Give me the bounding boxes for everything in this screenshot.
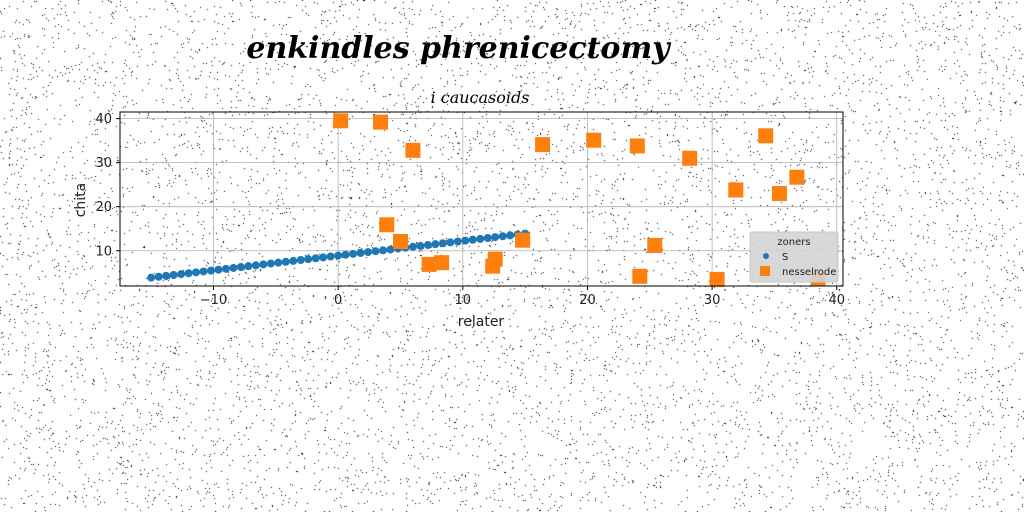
- data-point-s: [162, 271, 171, 280]
- data-point-s: [334, 251, 343, 260]
- x-tick-label: 40: [828, 293, 845, 308]
- data-point-s: [266, 259, 275, 268]
- data-point-s: [491, 233, 500, 242]
- data-point-nesselrode: [373, 114, 389, 130]
- y-tick-label: 30: [95, 156, 112, 171]
- data-point-nesselrode: [758, 128, 774, 144]
- legend-label-s: S: [782, 252, 788, 263]
- data-point-nesselrode: [682, 150, 698, 166]
- data-point-s: [468, 235, 477, 244]
- plot-area: −10 0 10 20 30 40 10 20 30 40: [95, 111, 845, 308]
- data-point-s: [251, 261, 260, 270]
- data-point-s: [281, 257, 290, 266]
- plot-frame: [119, 111, 844, 287]
- data-point-nesselrode: [535, 137, 551, 153]
- data-point-s: [386, 245, 395, 254]
- data-point-s: [206, 266, 215, 275]
- data-point-s: [483, 233, 492, 242]
- data-point-nesselrode: [487, 251, 503, 267]
- data-point-s: [326, 252, 335, 261]
- x-axis: −10 0 10 20 30 40: [200, 286, 845, 308]
- data-point-nesselrode: [771, 185, 787, 201]
- data-point-s: [446, 238, 455, 247]
- data-point-nesselrode: [647, 237, 663, 253]
- data-point-s: [431, 240, 440, 249]
- data-point-s: [364, 248, 373, 257]
- data-point-s: [221, 264, 230, 273]
- x-axis-label: relater: [458, 314, 505, 330]
- data-point-nesselrode: [421, 256, 437, 272]
- data-point-s: [371, 247, 380, 256]
- data-point-s: [341, 250, 350, 259]
- legend-title: zoners: [777, 237, 810, 248]
- data-point-s: [147, 273, 156, 282]
- x-tick-label: 10: [455, 293, 472, 308]
- legend: zoners S nesselrode: [749, 231, 839, 283]
- x-tick-label: −10: [200, 293, 227, 308]
- data-point-s: [476, 234, 485, 243]
- data-point-s: [199, 267, 208, 276]
- x-tick-label: 0: [334, 293, 342, 308]
- plot-background: [120, 112, 843, 286]
- x-tick-label: 30: [704, 293, 721, 308]
- data-point-s: [506, 231, 515, 240]
- data-point-s: [356, 248, 365, 257]
- data-point-s: [498, 232, 507, 241]
- data-point-s: [408, 242, 417, 251]
- y-tick-label: 20: [95, 200, 112, 215]
- data-point-s: [311, 254, 320, 263]
- data-point-s: [289, 256, 298, 265]
- data-point-s: [192, 268, 201, 277]
- y-tick-label: 40: [95, 112, 112, 127]
- data-point-nesselrode: [434, 255, 450, 271]
- data-point-nesselrode: [392, 234, 408, 250]
- data-point-s: [169, 270, 178, 279]
- data-point-s: [304, 255, 313, 264]
- data-point-s: [319, 253, 328, 262]
- data-point-nesselrode: [709, 271, 725, 287]
- data-point-s: [214, 265, 223, 274]
- x-tick-label: 20: [579, 293, 596, 308]
- data-point-s: [379, 246, 388, 255]
- data-point-nesselrode: [789, 169, 805, 185]
- data-point-nesselrode: [333, 113, 349, 129]
- data-point-s: [453, 237, 462, 246]
- data-point-nesselrode: [379, 217, 395, 233]
- y-axis: 10 20 30 40: [95, 112, 120, 259]
- data-point-nesselrode: [405, 142, 421, 158]
- data-point-s: [236, 263, 245, 272]
- legend-marker-s: [763, 253, 769, 259]
- data-point-s: [177, 270, 186, 279]
- data-point-s: [184, 269, 193, 278]
- grid-lines: [120, 112, 843, 286]
- legend-marker-nesselrode: [760, 266, 770, 276]
- data-point-nesselrode: [728, 182, 744, 198]
- legend-label-nesselrode: nesselrode: [782, 267, 836, 278]
- data-point-s: [296, 256, 305, 265]
- data-point-s: [244, 262, 253, 271]
- data-point-s: [154, 272, 163, 281]
- data-point-s: [438, 239, 447, 248]
- y-axis-label: chita: [73, 183, 89, 218]
- data-point-nesselrode: [629, 138, 645, 154]
- data-point-nesselrode: [586, 132, 602, 148]
- data-point-s: [423, 241, 432, 250]
- data-point-s: [274, 258, 283, 267]
- y-tick-label: 10: [95, 244, 112, 259]
- data-point-s: [461, 236, 470, 245]
- series-layer: [147, 113, 826, 287]
- data-point-s: [259, 260, 268, 269]
- legend-box: [749, 231, 839, 283]
- data-point-nesselrode: [632, 268, 648, 284]
- data-point-s: [416, 241, 425, 250]
- data-point-s: [349, 249, 358, 258]
- chart-title: i caucasoids: [431, 88, 530, 107]
- data-point-nesselrode: [515, 232, 531, 248]
- figure-suptitle: enkindles phrenicectomy: [246, 31, 672, 66]
- data-point-s: [229, 263, 238, 272]
